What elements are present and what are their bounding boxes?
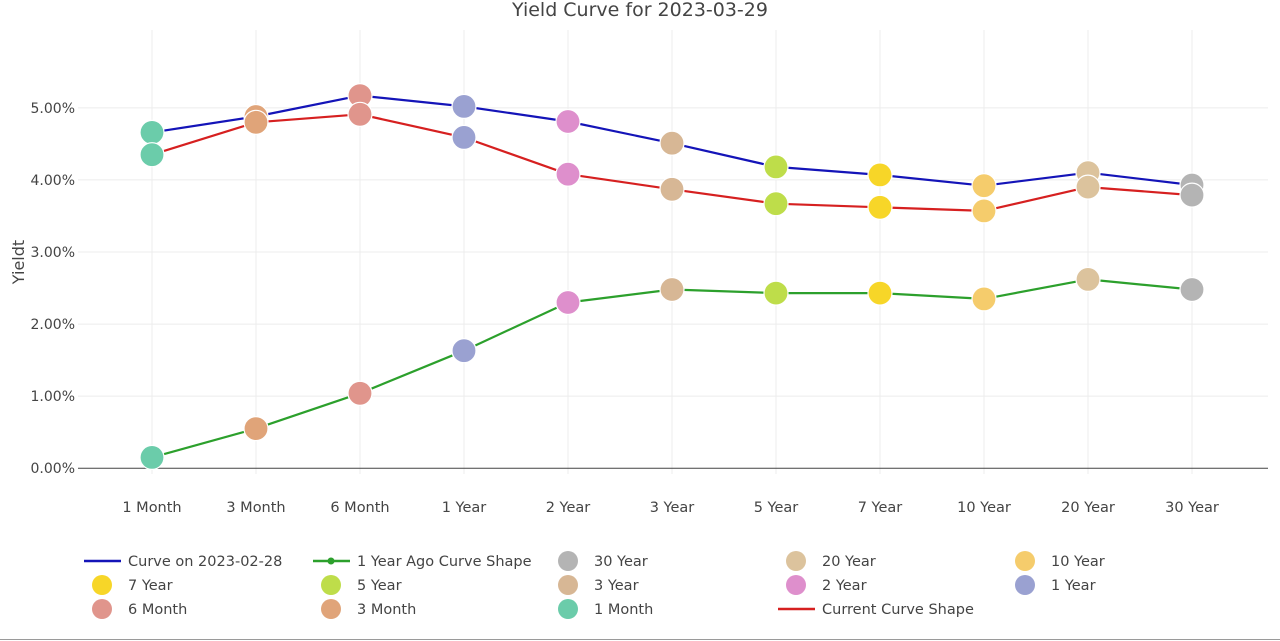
point-marker[interactable] [763, 280, 789, 306]
point-marker[interactable] [971, 173, 997, 199]
legend-item[interactable]: Curve on 2023-02-28 [84, 554, 282, 570]
chart-title: Yield Curve for 2023-03-29 [511, 0, 768, 21]
x-tick-label: 5 Year [754, 500, 799, 516]
point-marker[interactable] [347, 101, 373, 127]
point-marker[interactable] [1075, 266, 1101, 292]
point-marker[interactable] [867, 280, 893, 306]
point-marker[interactable] [659, 276, 685, 303]
legend[interactable]: Curve on 2023-02-28 1 Year Ago Curve Shap… [84, 551, 1105, 619]
legend-item[interactable]: 6 Month [92, 599, 187, 619]
legend-marker-swatch [92, 599, 112, 619]
legend-marker-swatch [786, 575, 806, 595]
legend-item[interactable]: 5 Year [321, 575, 402, 595]
x-tick-label: 6 Month [330, 500, 389, 516]
point-marker[interactable] [139, 119, 165, 145]
x-tick-label: 7 Year [858, 500, 903, 516]
x-tick-label: 3 Year [650, 500, 695, 516]
x-axis-ticks: 1 Month 3 Month 6 Month 1 Year 2 Year 3 Year 5… [122, 500, 1219, 516]
y-tick-label: 4.00% [31, 173, 75, 189]
point-marker[interactable] [451, 124, 477, 150]
x-tick-label: 3 Month [226, 500, 285, 516]
legend-label: 6 Month [128, 602, 187, 618]
legend-item[interactable]: 2 Year [786, 575, 867, 595]
x-tick-label: 1 Year [442, 500, 487, 516]
y-tick-label: 2.00% [31, 317, 75, 333]
legend-label: 30 Year [594, 554, 648, 570]
point-marker[interactable] [555, 161, 581, 187]
legend-marker-swatch [786, 551, 806, 571]
legend-item[interactable]: 10 Year [1015, 551, 1105, 571]
legend-label: Current Curve Shape [822, 602, 974, 618]
point-marker[interactable] [763, 154, 789, 180]
point-marker[interactable] [243, 109, 269, 135]
page-divider [0, 639, 1280, 640]
legend-label: 7 Year [128, 578, 173, 594]
y-axis-label: Yieldt [9, 240, 28, 285]
point-marker[interactable] [451, 93, 477, 120]
legend-item[interactable]: 3 Year [558, 575, 639, 595]
legend-marker-swatch [321, 575, 341, 595]
point-marker[interactable] [555, 289, 581, 316]
legend-marker-dot [327, 557, 335, 565]
point-marker[interactable] [659, 176, 685, 202]
point-marker[interactable] [139, 444, 165, 470]
legend-marker-swatch [558, 599, 578, 619]
point-marker[interactable] [347, 380, 373, 406]
point-marker[interactable] [1179, 182, 1205, 208]
legend-label: 1 Month [594, 602, 653, 618]
y-tick-label: 0.00% [31, 461, 75, 477]
y-axis-ticks: 0.00% 1.00% 2.00% 3.00% 4.00% 5.00% [31, 101, 75, 477]
legend-item[interactable]: 7 Year [92, 575, 173, 595]
point-marker[interactable] [243, 416, 269, 442]
legend-label: 1 Year [1051, 578, 1096, 594]
point-marker[interactable] [139, 142, 165, 168]
point-marker[interactable] [867, 162, 893, 188]
legend-marker-swatch [92, 575, 112, 595]
legend-label: 2 Year [822, 578, 867, 594]
point-marker[interactable] [1179, 276, 1205, 303]
legend-label: 20 Year [822, 554, 876, 570]
point-marker[interactable] [867, 194, 893, 220]
legend-label: Curve on 2023-02-28 [128, 554, 282, 570]
legend-label: 5 Year [357, 578, 402, 594]
legend-item[interactable]: 1 Year Ago Curve Shape [313, 554, 532, 570]
series-markers [139, 82, 1205, 470]
grid [78, 30, 1268, 474]
point-marker[interactable] [659, 130, 685, 156]
y-tick-label: 5.00% [31, 101, 75, 117]
legend-marker-swatch [558, 575, 578, 595]
point-marker[interactable] [763, 191, 789, 217]
legend-item[interactable]: 20 Year [786, 551, 876, 571]
point-marker[interactable] [971, 286, 997, 312]
legend-label: 3 Month [357, 602, 416, 618]
legend-marker-swatch [558, 551, 578, 571]
x-tick-label: 2 Year [546, 500, 591, 516]
legend-label: 3 Year [594, 578, 639, 594]
x-tick-label: 1 Month [122, 500, 181, 516]
y-tick-label: 1.00% [31, 389, 75, 405]
x-tick-label: 10 Year [957, 500, 1011, 516]
legend-item[interactable]: 1 Year [1015, 575, 1096, 595]
point-marker[interactable] [451, 338, 477, 364]
legend-item[interactable]: 1 Month [558, 599, 653, 619]
point-marker[interactable] [555, 108, 581, 135]
legend-item[interactable]: Current Curve Shape [778, 602, 974, 618]
legend-marker-swatch [321, 599, 341, 619]
x-tick-label: 30 Year [1165, 500, 1219, 516]
x-tick-label: 20 Year [1061, 500, 1115, 516]
legend-marker-swatch [1015, 551, 1035, 571]
legend-label: 1 Year Ago Curve Shape [357, 554, 532, 570]
legend-marker-swatch [1015, 575, 1035, 595]
point-marker[interactable] [1075, 174, 1101, 200]
legend-item[interactable]: 3 Month [321, 599, 416, 619]
legend-label: 10 Year [1051, 554, 1105, 570]
legend-item[interactable]: 30 Year [558, 551, 648, 571]
y-tick-label: 3.00% [31, 245, 75, 261]
point-marker[interactable] [971, 198, 997, 224]
